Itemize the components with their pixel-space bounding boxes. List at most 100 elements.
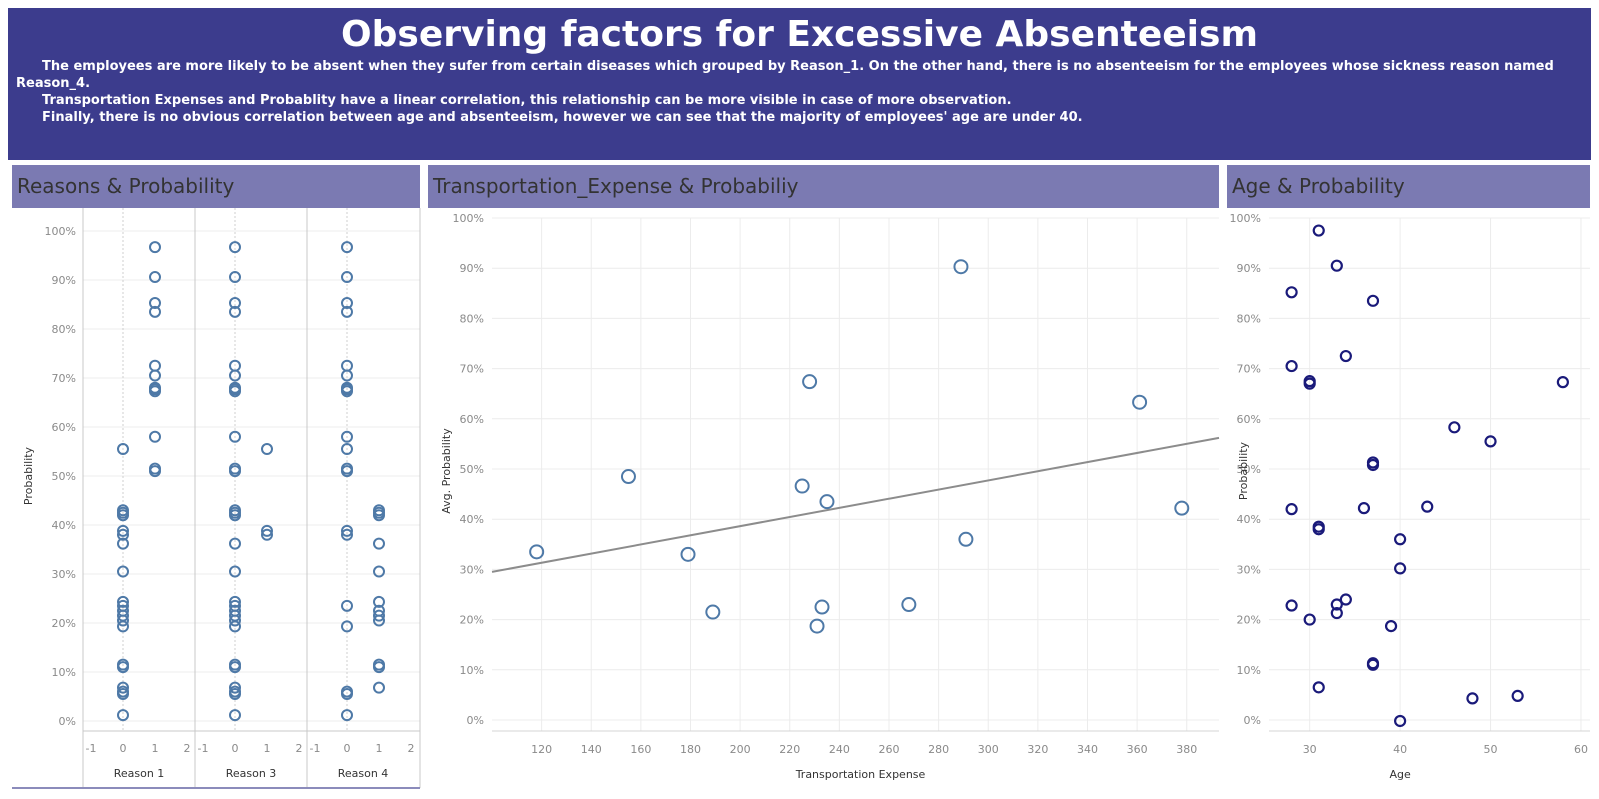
data-point bbox=[229, 297, 241, 310]
data-point bbox=[117, 504, 129, 517]
data-point bbox=[149, 430, 161, 443]
data-point bbox=[229, 462, 241, 475]
description: The employees are more likely to be abse… bbox=[8, 54, 1591, 126]
data-point bbox=[117, 537, 129, 550]
y-axis-label: Probability bbox=[22, 446, 35, 505]
dashboard-title: Observing factors for Excessive Absentee… bbox=[341, 14, 1258, 55]
x-tick-label: 340 bbox=[1077, 743, 1098, 756]
data-point bbox=[1285, 359, 1298, 373]
data-point bbox=[1312, 523, 1325, 536]
x-tick-label: 1 bbox=[264, 742, 271, 755]
data-point bbox=[229, 271, 241, 284]
x-tick-label: 0 bbox=[120, 742, 127, 755]
x-tick-label: -1 bbox=[310, 742, 321, 755]
data-point bbox=[1448, 421, 1461, 434]
x-tick-label: 1 bbox=[152, 742, 159, 755]
data-point bbox=[373, 604, 385, 617]
data-point bbox=[117, 595, 129, 608]
y-tick-label: 100% bbox=[453, 212, 484, 225]
y-tick-label: 30% bbox=[1237, 563, 1261, 576]
x-tick-label: 2 bbox=[296, 742, 303, 755]
y-axis-label: Probability bbox=[1237, 441, 1250, 500]
data-point bbox=[229, 381, 241, 394]
trend-line bbox=[491, 436, 1220, 573]
header-banner: Observing factors for Excessive Absentee… bbox=[8, 8, 1591, 160]
x-tick-label: 300 bbox=[978, 743, 999, 756]
data-point bbox=[117, 599, 129, 612]
y-tick-label: 10% bbox=[460, 664, 484, 677]
x-tick-label: 120 bbox=[531, 743, 552, 756]
x-tick-label: -1 bbox=[198, 742, 209, 755]
data-point bbox=[341, 443, 353, 456]
y-tick-label: 70% bbox=[52, 372, 76, 385]
data-point bbox=[341, 359, 353, 372]
x-tick-label: 2 bbox=[408, 742, 415, 755]
description-paragraph-3: Finally, there is no obvious correlation… bbox=[42, 110, 1083, 125]
data-point bbox=[705, 604, 721, 620]
data-point bbox=[1285, 599, 1298, 612]
data-point bbox=[373, 537, 385, 550]
y-tick-label: 30% bbox=[460, 563, 484, 576]
data-point bbox=[809, 618, 825, 634]
y-tick-label: 0% bbox=[1244, 714, 1261, 727]
data-point bbox=[341, 599, 353, 612]
panel-title-age: Age & Probability bbox=[1227, 165, 1590, 208]
data-point bbox=[1330, 259, 1343, 272]
data-point bbox=[229, 537, 241, 550]
y-tick-label: 0% bbox=[59, 715, 76, 728]
data-point bbox=[1394, 562, 1407, 575]
x-tick-label: 60 bbox=[1574, 743, 1588, 756]
y-tick-label: 0% bbox=[467, 714, 484, 727]
data-point bbox=[117, 709, 129, 722]
data-point bbox=[1357, 502, 1371, 515]
data-point bbox=[149, 359, 161, 372]
data-point bbox=[819, 494, 835, 510]
data-point bbox=[1285, 503, 1298, 516]
facet-label: Reason 4 bbox=[338, 767, 389, 780]
data-point bbox=[1312, 681, 1325, 694]
data-point bbox=[261, 528, 273, 541]
panel-title-transportation: Transportation_Expense & Probabiliy bbox=[428, 165, 1219, 208]
y-tick-label: 90% bbox=[52, 274, 76, 287]
panel-title-reasons: Reasons & Probability bbox=[12, 165, 420, 208]
data-point bbox=[341, 709, 353, 722]
data-point bbox=[1312, 224, 1325, 237]
data-point bbox=[149, 241, 161, 254]
y-tick-label: 90% bbox=[1237, 262, 1261, 275]
data-point bbox=[229, 241, 241, 254]
x-tick-label: 380 bbox=[1176, 743, 1197, 756]
data-point bbox=[1339, 593, 1352, 606]
data-point bbox=[373, 609, 385, 622]
y-tick-label: 10% bbox=[1237, 664, 1261, 677]
y-tick-label: 40% bbox=[1237, 513, 1261, 526]
x-tick-label: 0 bbox=[232, 742, 239, 755]
y-tick-label: 80% bbox=[460, 312, 484, 325]
data-point bbox=[229, 604, 241, 617]
data-point bbox=[680, 546, 696, 562]
data-point bbox=[373, 565, 385, 578]
y-tick-label: 40% bbox=[52, 519, 76, 532]
y-tick-label: 60% bbox=[460, 413, 484, 426]
data-point bbox=[1303, 613, 1316, 626]
data-point bbox=[229, 565, 241, 578]
data-point bbox=[341, 241, 353, 254]
y-tick-label: 70% bbox=[460, 363, 484, 376]
data-point bbox=[341, 430, 353, 443]
data-point bbox=[620, 469, 636, 485]
data-point bbox=[1330, 598, 1343, 611]
x-axis-label: Transportation Expense bbox=[795, 768, 926, 781]
data-point bbox=[341, 620, 353, 633]
data-point bbox=[261, 524, 273, 537]
data-point bbox=[901, 597, 917, 613]
data-point bbox=[149, 381, 161, 394]
y-tick-label: 100% bbox=[1230, 212, 1261, 225]
y-axis-label: Avg. Probability bbox=[440, 428, 453, 514]
data-point bbox=[229, 595, 241, 608]
x-tick-label: 180 bbox=[680, 743, 701, 756]
x-tick-label: 360 bbox=[1127, 743, 1148, 756]
data-point bbox=[229, 658, 241, 671]
data-point bbox=[1330, 606, 1343, 620]
y-tick-label: 80% bbox=[52, 323, 76, 336]
data-point bbox=[1366, 658, 1380, 671]
